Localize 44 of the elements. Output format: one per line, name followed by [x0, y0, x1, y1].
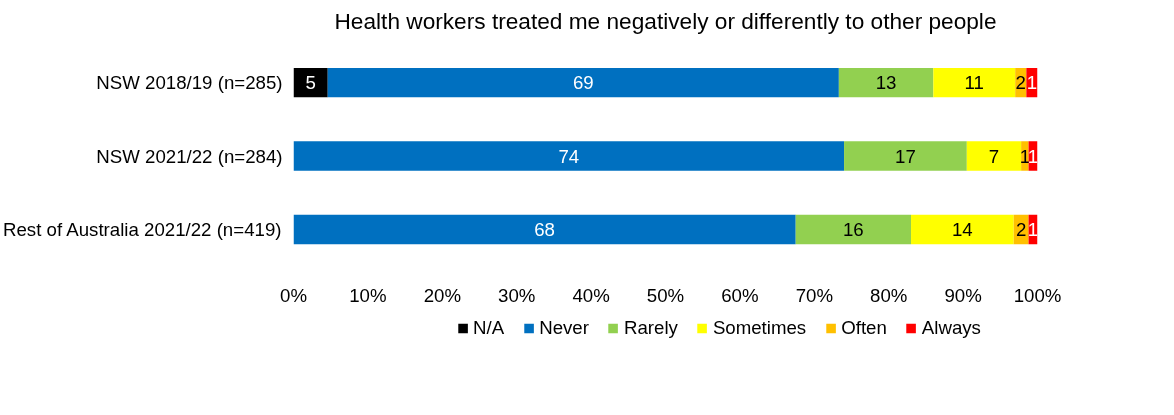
- x-tick-label: 10%: [349, 284, 387, 306]
- bar: [933, 67, 1016, 98]
- x-tick-label: 30%: [498, 284, 536, 306]
- bar: [293, 141, 845, 171]
- x-tick-label: 90%: [944, 284, 982, 306]
- x-tick-label: 0%: [280, 284, 307, 306]
- data-label: 74: [558, 145, 580, 167]
- data-label: 5: [305, 72, 316, 94]
- legend-label: Rarely: [623, 317, 678, 339]
- bar: [327, 67, 839, 98]
- bar: [795, 214, 912, 245]
- y-tick-label: NSW 2018/19 (n=285): [96, 72, 283, 94]
- bar: [844, 141, 967, 171]
- data-label: 11: [964, 72, 984, 94]
- x-tick-label: 20%: [423, 284, 461, 306]
- legend-label: Sometimes: [712, 317, 807, 339]
- data-label: 13: [875, 72, 897, 94]
- data-label: 69: [572, 72, 594, 94]
- data-label: 17: [895, 145, 916, 167]
- data-label: 1: [1026, 72, 1038, 94]
- x-tick-label: 60%: [721, 284, 759, 306]
- legend-label: Always: [921, 317, 981, 339]
- x-tick-label: 70%: [795, 284, 833, 306]
- data-label: 7: [988, 145, 1000, 167]
- legend-label: Never: [539, 317, 589, 339]
- x-tick-label: 50%: [646, 284, 685, 306]
- x-tick-label: 40%: [572, 284, 610, 306]
- data-label: 16: [842, 218, 864, 240]
- x-tick-label: 100%: [1013, 284, 1062, 306]
- bar: [293, 214, 796, 245]
- legend-label: N/A: [473, 317, 505, 339]
- data-label: 2: [1015, 72, 1026, 94]
- y-tick-label: NSW 2021/22 (n=284): [96, 145, 283, 167]
- bar: [911, 214, 1014, 245]
- chart-title: Health workers treated me negatively or differently to other people: [334, 7, 997, 34]
- bar: [838, 67, 934, 98]
- y-tick-label: Rest of Australia 2021/22 (n=419): [3, 218, 282, 240]
- legend-label: Often: [841, 317, 887, 339]
- data-label: 68: [534, 218, 555, 240]
- bar: [966, 141, 1022, 171]
- bar: [293, 67, 328, 98]
- data-label: 2: [1015, 218, 1027, 240]
- x-tick-label: 80%: [870, 284, 908, 306]
- data-label: 14: [951, 218, 973, 240]
